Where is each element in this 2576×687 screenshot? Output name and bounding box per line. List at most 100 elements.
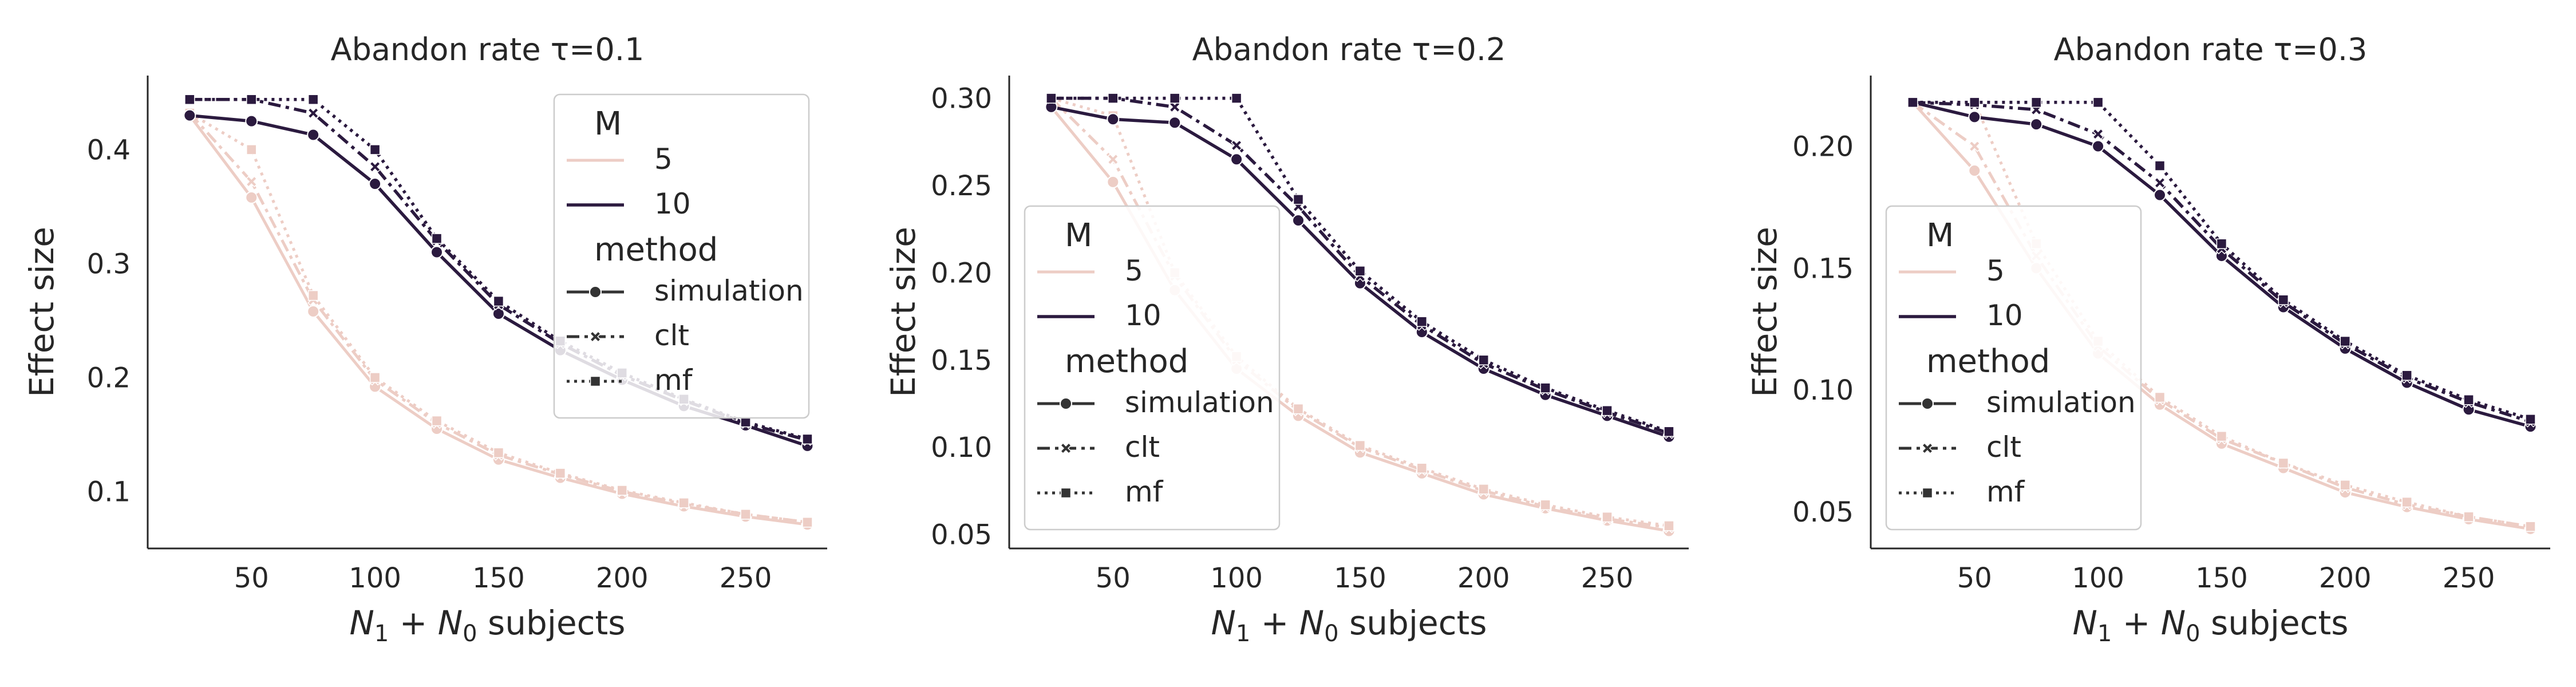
data-point-M10-mf <box>1169 93 1180 104</box>
legend-frame <box>1024 205 1281 531</box>
legend-marker-simulation <box>1921 397 1934 410</box>
data-point-M5-mf <box>493 447 504 459</box>
y-tick-label: 0.25 <box>931 170 992 202</box>
data-point-M10-mf <box>2030 97 2042 108</box>
x-tick-label: 100 <box>349 562 401 594</box>
x-label-rest: subjects <box>2200 603 2349 642</box>
x-label-sub0: 0 <box>463 621 477 647</box>
x-tick-label: 50 <box>1096 562 1131 594</box>
data-point-M5-mf <box>2401 496 2412 508</box>
x-tick-label: 100 <box>2072 562 2124 594</box>
data-point-M10-mf <box>184 94 195 105</box>
legend-title-method: method <box>1926 343 2050 380</box>
x-label-sub0: 0 <box>1324 621 1338 647</box>
chart-title: Abandon rate τ=0.1 <box>331 31 645 68</box>
data-point-M5-mf <box>2216 431 2227 442</box>
y-tick-label: 0.05 <box>1792 496 1854 528</box>
x-tick-label: 250 <box>720 562 772 594</box>
data-point-M5-mf <box>1540 499 1551 511</box>
legend-frame <box>1885 205 2142 531</box>
chart-title: Abandon rate τ=0.2 <box>1192 31 1506 68</box>
y-tick-label: 0.3 <box>87 248 131 280</box>
y-tick-label: 0.10 <box>931 432 992 464</box>
data-point-M10-clt <box>2154 177 2166 189</box>
legend: M5 10 method simulation clt mf <box>1024 205 1281 531</box>
data-point-M5-mf <box>2340 480 2350 491</box>
x-tick-label: 200 <box>2319 562 2372 594</box>
data-point-M5-simulation <box>1968 164 1981 177</box>
data-point-M10-mf <box>1231 93 1242 104</box>
data-point-M10-mf <box>2525 414 2536 425</box>
x-axis-label: N1 + N0 subjects <box>1211 603 1487 647</box>
x-axis-label: N1 + N0 subjects <box>2072 603 2348 647</box>
legend-label-M5: 5 <box>1125 254 1143 287</box>
legend-label-clt: clt <box>654 319 689 352</box>
legend-label-M5: 5 <box>654 143 673 176</box>
y-tick-label: 0.20 <box>931 257 992 289</box>
data-point-M5-mf <box>617 485 627 496</box>
data-point-M10-mf <box>493 295 504 307</box>
legend-marker-mf <box>1922 487 1933 499</box>
x-tick-label: 200 <box>596 562 649 594</box>
x-tick-label: 250 <box>1581 562 1634 594</box>
data-point-M10-mf <box>1293 194 1304 205</box>
chart-panel-3: Abandon rate τ=0.350 100 150 200 2500.050.10… <box>1745 31 2550 647</box>
data-point-M5-mf <box>555 468 566 479</box>
data-point-M10-simulation <box>369 177 382 191</box>
legend: M5 10 method simulation clt mf <box>1885 205 2142 531</box>
y-tick-label: 0.30 <box>931 83 992 115</box>
data-point-M10-mf <box>307 94 319 105</box>
y-axis-label: Effect size <box>884 227 923 397</box>
data-point-M10-simulation <box>1968 110 1981 124</box>
legend-marker-clt <box>589 330 602 343</box>
x-tick-label: 100 <box>1210 562 1263 594</box>
x-tick-label: 250 <box>2443 562 2495 594</box>
data-point-M10-mf <box>2401 370 2412 381</box>
legend-marker-mf <box>1060 487 1072 499</box>
data-point-M10-simulation <box>492 307 505 320</box>
data-point-M5-mf <box>678 498 689 508</box>
chart-title: Abandon rate τ=0.3 <box>2054 31 2368 68</box>
legend-label-simulation: simulation <box>654 274 804 307</box>
data-point-M10-simulation <box>430 246 444 259</box>
data-point-M10-mf <box>2278 294 2289 305</box>
data-point-M5-clt <box>246 176 258 188</box>
y-tick-label: 0.20 <box>1792 131 1854 163</box>
x-label-rest: subjects <box>1339 603 1487 642</box>
data-point-M10-clt <box>369 161 381 173</box>
data-point-M10-mf <box>2463 394 2474 405</box>
data-point-M10-simulation <box>1168 116 1182 129</box>
data-point-M10-mf <box>1478 354 1489 366</box>
data-point-M5-mf <box>1354 440 1366 451</box>
data-point-M5-mf <box>1416 463 1428 474</box>
x-label-sub0: 0 <box>2186 621 2200 647</box>
data-point-M5-mf <box>1293 403 1304 414</box>
y-axis-label: Effect size <box>1745 227 1784 397</box>
data-point-M5-mf <box>2278 457 2289 469</box>
y-tick-label: 0.2 <box>87 362 131 394</box>
data-point-M10-clt <box>2092 128 2104 140</box>
data-point-M5-clt <box>1969 140 1981 152</box>
x-tick-label: 50 <box>1957 562 1992 594</box>
data-point-M10-mf <box>246 94 257 105</box>
y-tick-label: 0.1 <box>87 476 131 508</box>
x-label-n1: N <box>349 603 374 642</box>
data-point-M10-mf <box>1354 266 1366 277</box>
data-point-M5-mf <box>802 516 813 528</box>
legend-marker-clt <box>1921 442 1934 455</box>
legend-title-m: M <box>594 105 622 143</box>
data-point-M10-clt <box>1169 101 1181 113</box>
legend-label-M10: 10 <box>654 187 691 220</box>
data-point-M5-mf <box>740 509 751 520</box>
legend-title-method: method <box>1065 343 1188 380</box>
data-point-M5-mf <box>246 144 257 155</box>
data-point-M5-simulation <box>245 191 258 204</box>
legend-label-M10: 10 <box>1125 299 1161 332</box>
chart-panel-1: Abandon rate τ=0.150 100 150 200 2500.10.20.… <box>22 31 827 647</box>
legend-title-m: M <box>1926 217 1954 254</box>
data-point-M5-mf <box>1602 511 1613 523</box>
legend-marker-simulation <box>1060 397 1072 410</box>
data-point-M10-mf <box>1540 382 1551 393</box>
legend-label-M5: 5 <box>1986 254 2005 287</box>
data-point-M10-simulation <box>183 109 196 122</box>
